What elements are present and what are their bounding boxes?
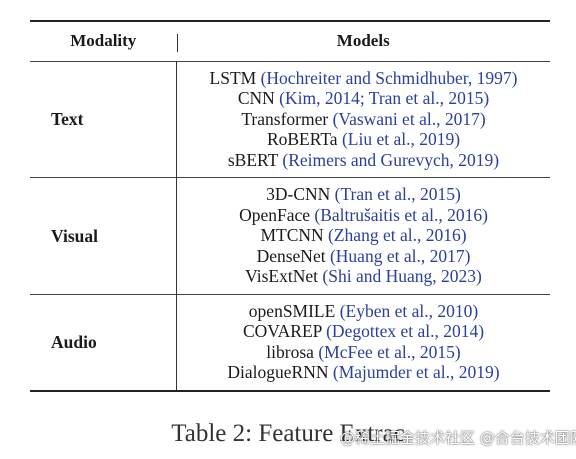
model-citation-link[interactable]: (Shi and Huang, 2023): [322, 266, 482, 286]
model-entry: 3D-CNN (Tran et al., 2015): [177, 184, 550, 205]
model-name: COVAREP: [242, 321, 327, 341]
model-citation-link[interactable]: (Degottex et al., 2014): [326, 321, 485, 341]
model-citation-link[interactable]: (Tran et al., 2015): [334, 184, 461, 204]
model-citation-link[interactable]: (Vaswani et al., 2017): [332, 108, 486, 129]
header-row: Modality Models: [30, 21, 550, 61]
watermark-text: @稀土掘金技术社区 @合台技术团队: [340, 429, 576, 447]
model-name: OpenFace: [239, 204, 315, 225]
model-citation-link[interactable]: (Reimers and Gurevych, 2019): [282, 149, 500, 170]
model-citation-link[interactable]: (Eyben et al., 2010): [339, 300, 479, 321]
model-name: DialogueRNN: [227, 362, 333, 382]
model-entry: DialogueRNN (Majumder et al., 2019): [177, 362, 550, 383]
model-entry: sBERT (Reimers and Gurevych, 2019): [177, 150, 550, 171]
model-citation-link[interactable]: (Hochreiter and Schmidhuber, 1997): [260, 67, 518, 88]
models-cell: 3D-CNN (Tran et al., 2015) OpenFace (Balt…: [176, 177, 550, 294]
modality-cell: Audio: [51, 331, 97, 352]
header-models: Models: [176, 21, 551, 61]
model-name: librosa: [266, 341, 319, 362]
model-entry: RoBERTa (Liu et al., 2019): [177, 129, 550, 150]
table-body: Text LSTM (Hochreiter and Schmidhuber, 19…: [30, 61, 550, 391]
table-caption: Table 2: Feature Extrac: [171, 420, 405, 447]
model-name: CNN: [237, 88, 280, 108]
model-entry: Transformer (Vaswani et al., 2017): [177, 109, 550, 130]
modality-group-row: Text LSTM (Hochreiter and Schmidhuber, 19…: [30, 61, 550, 178]
model-entry: CNN (Kim, 2014; Tran et al., 2015): [177, 88, 550, 109]
model-entry: openSMILE (Eyben et al., 2010): [177, 301, 550, 322]
model-name: Transformer: [241, 108, 333, 129]
model-name: sBERT: [227, 149, 283, 170]
model-entry: MTCNN (Zhang et al., 2016): [177, 225, 550, 246]
feature-extraction-table: Modality Models Text LSTM (Hochreiter and…: [30, 20, 550, 392]
model-entry: DenseNet (Huang et al., 2017): [177, 246, 550, 267]
model-name: 3D-CNN: [266, 184, 335, 204]
model-citation-link[interactable]: (Kim, 2014; Tran et al., 2015): [279, 88, 490, 108]
modality-cell: Visual: [51, 225, 99, 246]
model-citation-link[interactable]: (Majumder et al., 2019): [332, 362, 500, 382]
modality-group-row: Audio openSMILE (Eyben et al., 2010) COVAR…: [30, 294, 550, 391]
model-name: DenseNet: [256, 245, 330, 266]
model-citation-link[interactable]: (McFee et al., 2015): [318, 341, 461, 362]
model-name: LSTM: [209, 67, 261, 88]
models-cell: openSMILE (Eyben et al., 2010) COVAREP (D…: [176, 294, 550, 391]
model-citation-link[interactable]: (Zhang et al., 2016): [328, 225, 467, 245]
feature-extraction-table-container: Modality Models Text LSTM (Hochreiter and…: [30, 20, 550, 392]
models-cell: LSTM (Hochreiter and Schmidhuber, 1997) C…: [176, 61, 550, 178]
model-citation-link[interactable]: (Huang et al., 2017): [329, 245, 471, 266]
model-name: openSMILE: [248, 300, 340, 321]
model-entry: VisExtNet (Shi and Huang, 2023): [177, 266, 550, 287]
modality-group-row: Visual 3D-CNN (Tran et al., 2015) OpenFace…: [30, 177, 550, 294]
model-entry: OpenFace (Baltrušaitis et al., 2016): [177, 205, 550, 226]
model-entry: LSTM (Hochreiter and Schmidhuber, 1997): [177, 68, 550, 89]
modality-cell: Text: [51, 109, 84, 129]
model-name: VisExtNet: [245, 266, 323, 286]
model-citation-link[interactable]: (Liu et al., 2019): [341, 129, 461, 149]
model-name: MTCNN: [260, 225, 329, 245]
model-citation-link[interactable]: (Baltrušaitis et al., 2016): [314, 204, 488, 225]
header-modality: Modality: [70, 31, 137, 50]
model-name: RoBERTa: [266, 129, 342, 149]
model-entry: COVAREP (Degottex et al., 2014): [177, 321, 550, 342]
model-entry: librosa (McFee et al., 2015): [177, 342, 550, 363]
